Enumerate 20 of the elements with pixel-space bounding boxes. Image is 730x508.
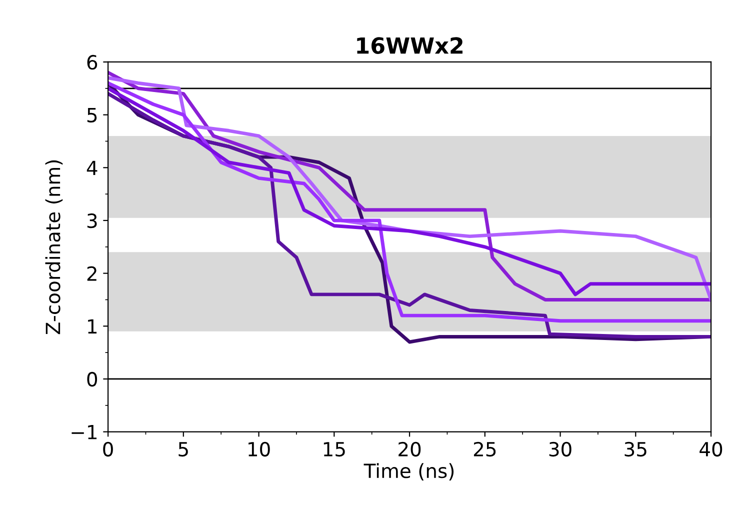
x-tick-label: 0: [103, 442, 113, 457]
x-tick-label: 15: [324, 442, 345, 457]
x-tick-label: 20: [398, 442, 421, 457]
x-tick-label: 40: [700, 442, 722, 457]
x-tick-label: 30: [549, 442, 572, 457]
y-tick-label: 4: [86, 160, 98, 176]
x-tick-label: 35: [624, 442, 646, 457]
y-tick-label: 3: [87, 213, 97, 228]
y-axis-title: Z-coordinate (nm): [45, 160, 63, 334]
y-tick-label: 0: [87, 372, 98, 387]
x-tick-label: 10: [248, 442, 270, 457]
y-tick-label: 6: [87, 54, 98, 70]
y-tick-label: −1: [72, 425, 97, 440]
x-tick-label: 25: [474, 442, 496, 457]
y-tick-label: 1: [88, 319, 97, 334]
y-tick-label: 2: [87, 266, 96, 281]
x-axis-title: Time (ns): [364, 463, 454, 480]
chart-title: 16WWx2: [357, 37, 462, 54]
x-tick-label: 5: [178, 442, 188, 457]
y-tick-label: 5: [87, 108, 97, 122]
